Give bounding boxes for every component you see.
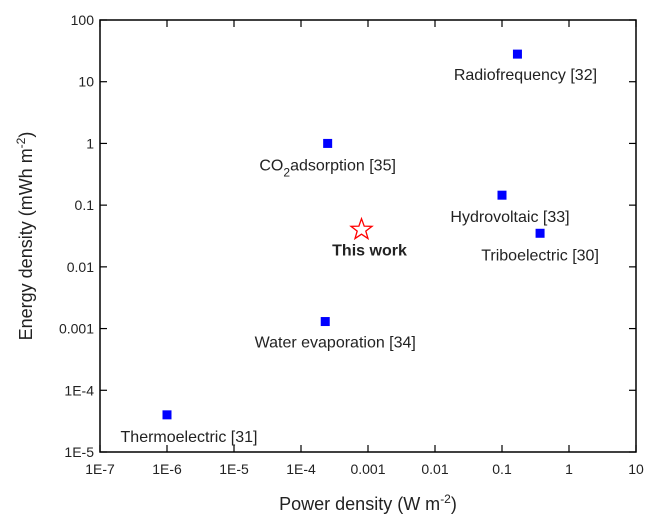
square-marker: [512, 49, 522, 59]
annotation: This work: [332, 243, 407, 260]
text-part: adsorption [35]: [290, 157, 396, 174]
text-part: ): [451, 494, 457, 514]
point-label: Triboelectric [30]: [481, 247, 599, 264]
x-tick-label: 0.01: [421, 461, 448, 477]
y-tick-label: 1: [86, 135, 94, 151]
point-label: Thermoelectric [31]: [121, 429, 258, 446]
text-part: -2: [440, 492, 451, 506]
point-label: CO2adsorption [35]: [259, 157, 396, 179]
text-part: CO: [259, 157, 283, 174]
star-marker: [349, 216, 374, 241]
square-marker: [323, 138, 333, 148]
square-marker: [497, 190, 507, 200]
text-part: Power density (W m: [279, 494, 440, 514]
x-tick-label: 0.1: [492, 461, 512, 477]
y-tick-label: 0.01: [67, 259, 94, 275]
x-tick-label: 1E-5: [219, 461, 249, 477]
y-tick-label: 1E-5: [64, 444, 94, 460]
x-axis-label: Power density (W m-2): [279, 492, 457, 514]
x-tick-label: 0.001: [350, 461, 385, 477]
text-part: ): [16, 132, 36, 138]
point-label: Water evaporation [34]: [255, 335, 416, 352]
y-tick-label: 1E-4: [64, 382, 94, 398]
y-tick-label: 10: [78, 74, 94, 90]
x-tick-label: 1: [565, 461, 573, 477]
y-axis-label: Energy density (mWh m-2): [14, 132, 36, 341]
plot-frame: [99, 19, 637, 453]
y-tick-label: 100: [71, 12, 95, 28]
x-tick-label: 1E-4: [286, 461, 316, 477]
square-marker: [162, 410, 172, 420]
square-marker: [320, 317, 330, 327]
text-part: Energy density (mWh m: [16, 148, 36, 340]
point-label: Radiofrequency [32]: [454, 67, 597, 84]
x-tick-label: 1E-7: [85, 461, 115, 477]
y-tick-label: 0.1: [75, 197, 95, 213]
point-label: Hydrovoltaic [33]: [450, 209, 569, 226]
x-tick-label: 10: [628, 461, 644, 477]
square-marker: [535, 228, 545, 238]
text-part: 2: [283, 165, 290, 179]
text-part: -2: [14, 137, 28, 148]
x-tick-label: 1E-6: [152, 461, 182, 477]
y-tick-label: 0.001: [59, 321, 94, 337]
